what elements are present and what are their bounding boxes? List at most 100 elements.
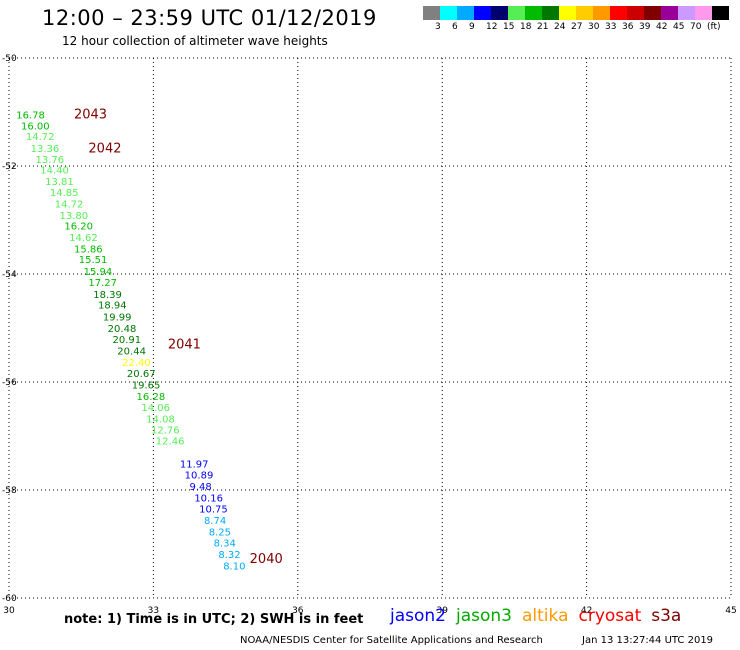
wave-height-value: 12.46 bbox=[156, 437, 185, 448]
satellite-jason2: jason2 bbox=[390, 606, 446, 626]
legend-swatch bbox=[712, 6, 729, 20]
wave-height-value: 14.40 bbox=[40, 166, 69, 177]
legend-label: 24 bbox=[554, 22, 566, 32]
wave-height-value: 16.28 bbox=[137, 392, 166, 403]
legend-label: 45 bbox=[673, 22, 685, 32]
wave-height-value: 15.86 bbox=[74, 244, 103, 255]
track-id-label: 2042 bbox=[88, 142, 121, 157]
wave-height-value: 18.94 bbox=[98, 301, 127, 312]
legend-label: 15 bbox=[503, 22, 515, 32]
page-title: 12:00 – 23:59 UTC 01/12/2019 bbox=[42, 6, 377, 30]
wave-height-value: 15.94 bbox=[84, 267, 113, 278]
wave-height-value: 19.65 bbox=[132, 380, 161, 391]
legend-swatch bbox=[678, 6, 695, 20]
x-tick-label: 30 bbox=[3, 606, 15, 616]
y-tick-label: -54 bbox=[2, 270, 17, 280]
legend-swatch bbox=[559, 6, 576, 20]
timestamp-text: Jan 13 13:27:44 UTC 2019 bbox=[582, 635, 714, 646]
wave-height-value: 11.97 bbox=[180, 459, 209, 470]
x-tick-label: 39 bbox=[436, 606, 448, 616]
y-tick-label: -50 bbox=[2, 54, 17, 64]
y-tick-label: -60 bbox=[2, 594, 17, 604]
y-tick-label: -56 bbox=[2, 378, 17, 388]
legend-label: 9 bbox=[469, 22, 475, 32]
legend-swatch bbox=[576, 6, 593, 20]
wave-height-value: 20.48 bbox=[108, 324, 137, 335]
footer-note: note: 1) Time is in UTC; 2) SWH is in fe… bbox=[64, 612, 364, 627]
legend-swatch bbox=[610, 6, 627, 20]
legend-swatch bbox=[644, 6, 661, 20]
wave-height-value: 17.27 bbox=[88, 278, 117, 289]
wave-height-value: 20.67 bbox=[127, 369, 156, 380]
wave-height-value: 22.40 bbox=[122, 358, 151, 369]
legend-swatch bbox=[423, 6, 440, 20]
wave-height-value: 14.06 bbox=[141, 403, 170, 414]
wave-height-value: 14.72 bbox=[55, 200, 84, 211]
legend-label: (ft) bbox=[707, 22, 721, 32]
wave-height-value: 8.34 bbox=[214, 539, 236, 550]
wave-height-value: 8.32 bbox=[218, 550, 240, 561]
wave-height-value: 12.76 bbox=[151, 425, 180, 436]
legend-label: 39 bbox=[639, 22, 651, 32]
wave-height-value: 13.80 bbox=[60, 211, 89, 222]
wave-height-value: 14.08 bbox=[146, 415, 175, 426]
x-tick-label: 33 bbox=[148, 606, 159, 616]
legend-label: 18 bbox=[520, 22, 532, 32]
wave-height-value: 14.62 bbox=[69, 233, 98, 244]
wave-height-value: 10.89 bbox=[185, 471, 214, 482]
legend-label: 12 bbox=[486, 22, 498, 32]
wave-height-value: 13.36 bbox=[31, 144, 60, 155]
legend-label: 3 bbox=[435, 22, 441, 32]
legend-swatch bbox=[525, 6, 542, 20]
x-tick-label: 42 bbox=[581, 606, 592, 616]
color-legend bbox=[423, 6, 729, 20]
wave-height-value: 8.74 bbox=[204, 516, 226, 527]
wave-height-value: 10.75 bbox=[199, 505, 228, 516]
wave-height-value: 15.51 bbox=[79, 255, 108, 266]
track-id-label: 2043 bbox=[74, 107, 107, 122]
wave-height-value: 13.76 bbox=[35, 155, 64, 166]
legend-swatch bbox=[627, 6, 644, 20]
legend-label: 42 bbox=[656, 22, 668, 32]
legend-swatch bbox=[695, 6, 712, 20]
legend-swatch bbox=[440, 6, 457, 20]
legend-label: 6 bbox=[452, 22, 458, 32]
x-tick-label: 45 bbox=[725, 606, 736, 616]
satellite-cryosat: cryosat bbox=[578, 606, 642, 626]
legend-swatch bbox=[491, 6, 508, 20]
legend-swatch bbox=[508, 6, 525, 20]
page-subtitle: 12 hour collection of altimeter wave hei… bbox=[62, 34, 328, 48]
y-tick-label: -58 bbox=[2, 486, 17, 496]
wave-height-value: 18.39 bbox=[93, 290, 122, 301]
legend-label: 27 bbox=[571, 22, 583, 32]
legend-swatch bbox=[593, 6, 610, 20]
legend-swatch bbox=[661, 6, 678, 20]
satellite-legend: jason2 jason3 altika cryosat s3a bbox=[390, 606, 691, 626]
wave-height-value: 19.99 bbox=[103, 312, 132, 323]
wave-height-value: 8.25 bbox=[209, 527, 231, 538]
wave-height-value: 14.85 bbox=[50, 188, 79, 199]
legend-label: 21 bbox=[537, 22, 549, 32]
wave-height-value: 8.10 bbox=[223, 561, 245, 572]
satellite-jason3: jason3 bbox=[456, 606, 512, 626]
legend-label: 70 bbox=[690, 22, 702, 32]
credit-text: NOAA/NESDIS Center for Satellite Applica… bbox=[240, 635, 543, 646]
wave-height-value: 13.81 bbox=[45, 177, 74, 188]
legend-label: 33 bbox=[605, 22, 617, 32]
legend-swatch bbox=[457, 6, 474, 20]
track-id-label: 2040 bbox=[250, 552, 283, 567]
wave-height-value: 20.44 bbox=[117, 346, 146, 357]
wave-height-value: 16.20 bbox=[64, 222, 93, 233]
legend-swatch bbox=[542, 6, 559, 20]
wave-height-value: 9.48 bbox=[190, 482, 212, 493]
wave-height-value: 16.00 bbox=[21, 121, 50, 132]
satellite-s3a: s3a bbox=[651, 606, 682, 626]
wave-height-value: 10.16 bbox=[194, 493, 223, 504]
satellite-altika: altika bbox=[522, 606, 569, 626]
legend-label: 36 bbox=[622, 22, 634, 32]
wave-height-value: 20.91 bbox=[112, 335, 141, 346]
y-tick-label: -52 bbox=[2, 162, 17, 172]
x-tick-label: 36 bbox=[292, 606, 304, 616]
legend-label: 30 bbox=[588, 22, 600, 32]
